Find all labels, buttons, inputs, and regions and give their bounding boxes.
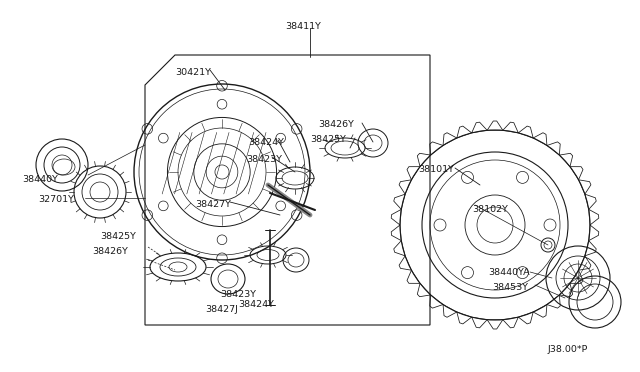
Text: 38453Y: 38453Y [492,283,528,292]
Text: 38424Y: 38424Y [248,138,284,147]
Text: 38102Y: 38102Y [472,205,508,214]
Text: 38423Y: 38423Y [246,155,282,164]
Text: 30421Y: 30421Y [175,68,211,77]
Text: 32701Y: 32701Y [38,195,74,204]
Text: 38427J: 38427J [205,305,238,314]
Text: 38425Y: 38425Y [310,135,346,144]
Text: J38.00*P: J38.00*P [548,345,588,354]
Text: 38440Y: 38440Y [22,175,58,184]
Text: 38426Y: 38426Y [92,247,128,256]
Text: 38101Y: 38101Y [418,165,454,174]
Text: 38411Y: 38411Y [285,22,321,31]
Text: 38440YA: 38440YA [488,268,530,277]
Text: 38426Y: 38426Y [318,120,354,129]
Text: 38424Y: 38424Y [238,300,274,309]
Text: 38427Y: 38427Y [195,200,231,209]
Text: 38423Y: 38423Y [220,290,256,299]
Text: 38425Y: 38425Y [100,232,136,241]
